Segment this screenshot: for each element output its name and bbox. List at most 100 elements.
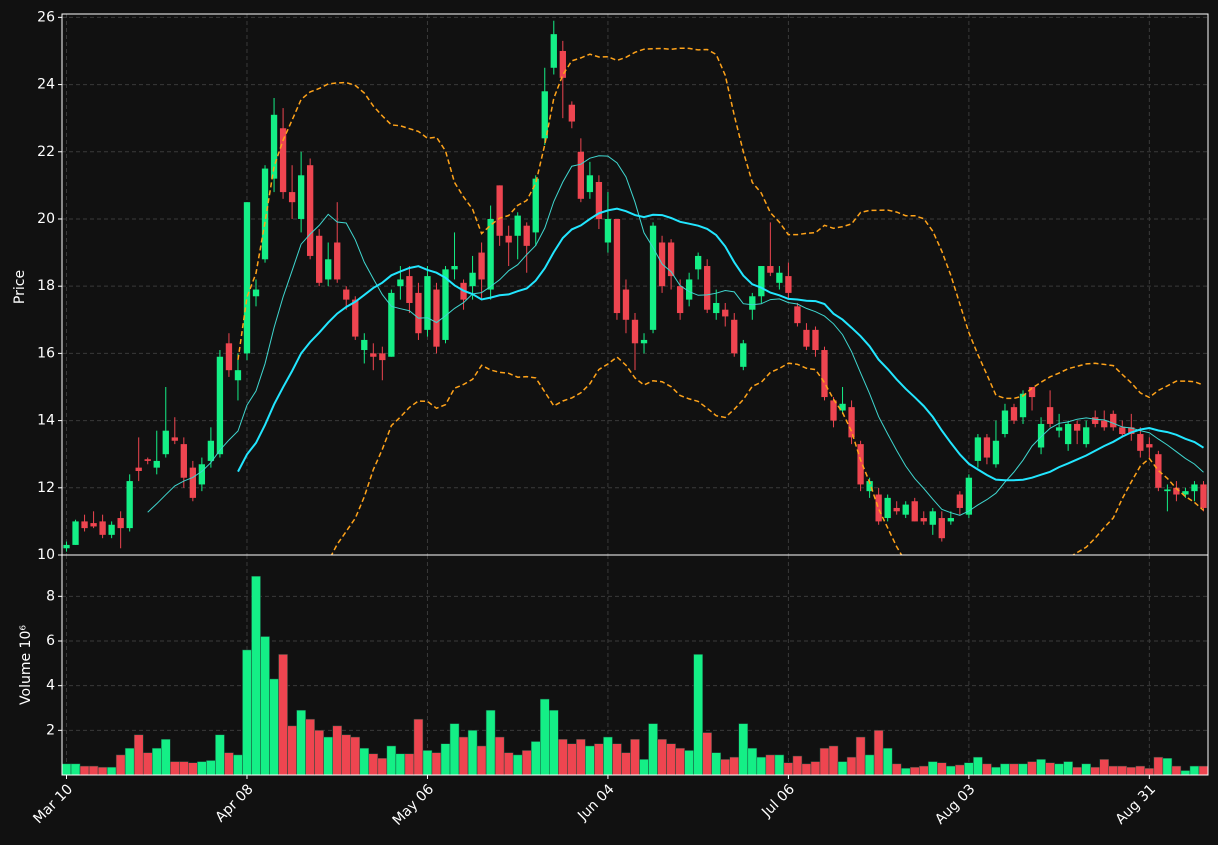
candle-body bbox=[676, 286, 684, 314]
volume-bar bbox=[1180, 770, 1191, 776]
candle-body bbox=[758, 266, 765, 297]
volume-bar bbox=[828, 745, 839, 776]
candle-body bbox=[1073, 423, 1081, 431]
volume-bar bbox=[260, 636, 270, 776]
candle-body bbox=[216, 356, 224, 455]
volume-bar bbox=[585, 745, 595, 776]
volume-bar bbox=[467, 730, 478, 776]
volume-bar bbox=[350, 736, 361, 776]
volume-bar bbox=[810, 761, 821, 776]
candle-body bbox=[794, 306, 801, 324]
candle-body bbox=[343, 289, 350, 300]
volume-bar bbox=[693, 654, 703, 776]
candle-body bbox=[153, 460, 160, 468]
candle-body bbox=[90, 523, 97, 527]
volume-bar bbox=[1126, 766, 1137, 776]
y-tick-label: 4 bbox=[46, 678, 55, 694]
bollinger-upper bbox=[237, 47, 1204, 400]
candle-body bbox=[1137, 434, 1144, 451]
volume-bar bbox=[675, 747, 685, 776]
candle-body bbox=[306, 165, 314, 256]
candle-body bbox=[415, 292, 422, 334]
candle-body bbox=[1028, 386, 1036, 398]
volume-bar bbox=[269, 678, 279, 776]
candle-body bbox=[667, 242, 675, 277]
candle-body bbox=[1083, 427, 1090, 445]
volume-bar bbox=[521, 750, 532, 776]
volume-bar bbox=[179, 761, 189, 776]
volume-bar bbox=[964, 762, 974, 776]
volume-bar bbox=[242, 649, 252, 776]
candle-body bbox=[270, 114, 278, 179]
candle-body bbox=[135, 467, 142, 471]
volume-bar bbox=[982, 763, 992, 776]
volume-bar bbox=[278, 654, 288, 776]
volume-bar bbox=[621, 752, 631, 776]
volume-bar bbox=[756, 756, 767, 776]
volume-bar bbox=[314, 730, 324, 776]
candle-body bbox=[451, 266, 458, 270]
volume-bar bbox=[1135, 765, 1146, 776]
volume-bar bbox=[918, 765, 929, 776]
volume-bar bbox=[1090, 766, 1100, 776]
candle-body bbox=[866, 481, 873, 492]
volume-bar bbox=[928, 761, 938, 776]
candle-body bbox=[252, 289, 260, 297]
candle-body bbox=[144, 459, 151, 461]
volume-bar bbox=[837, 761, 848, 776]
candle-body bbox=[722, 309, 729, 317]
candle-body bbox=[189, 467, 197, 498]
volume-bar bbox=[359, 747, 370, 776]
candle-body bbox=[99, 521, 106, 535]
candle-body bbox=[1019, 393, 1027, 418]
volume-bar bbox=[648, 723, 658, 776]
candle-body bbox=[352, 299, 359, 337]
candle-body bbox=[1101, 420, 1108, 428]
candle-body bbox=[325, 259, 332, 280]
candle-body bbox=[288, 192, 296, 203]
volume-bar bbox=[937, 762, 947, 776]
candle-body bbox=[126, 481, 133, 529]
candle-body bbox=[505, 235, 512, 243]
volume-bar bbox=[476, 745, 487, 776]
volume-bar bbox=[287, 725, 297, 776]
volume-bar bbox=[882, 747, 893, 776]
bollinger-lower bbox=[330, 356, 1204, 555]
candle-body bbox=[604, 218, 612, 243]
candle-body bbox=[911, 501, 918, 522]
candle-body bbox=[812, 329, 819, 351]
candle-body bbox=[541, 91, 548, 139]
candle-body bbox=[1128, 427, 1135, 435]
candle-body bbox=[1010, 407, 1018, 421]
volume-bar bbox=[1072, 766, 1082, 776]
volume-bar bbox=[305, 718, 315, 776]
volume-bar bbox=[630, 739, 640, 776]
volume-bar bbox=[684, 750, 694, 776]
y-tick-label: 20 bbox=[37, 211, 55, 227]
candle-body bbox=[397, 279, 404, 287]
candle-body bbox=[622, 289, 630, 320]
volume-bar bbox=[341, 734, 352, 776]
candle-body bbox=[361, 339, 368, 351]
volume-bar bbox=[332, 725, 342, 776]
volume-bar bbox=[1108, 765, 1119, 776]
volume-bar bbox=[612, 743, 622, 776]
candle-body bbox=[704, 266, 711, 310]
volume-bar bbox=[1081, 763, 1091, 776]
volume-bar bbox=[206, 760, 216, 776]
moving-average bbox=[147, 155, 1204, 516]
volume-bar bbox=[846, 756, 857, 776]
volume-bar bbox=[567, 743, 577, 776]
candle-body bbox=[568, 104, 575, 122]
volume-bar bbox=[1153, 756, 1164, 776]
volume-bar bbox=[215, 734, 225, 776]
volume-bar bbox=[449, 723, 460, 776]
candle-body bbox=[1200, 484, 1207, 508]
y-axis-label: Price bbox=[12, 270, 28, 304]
candle-body bbox=[884, 497, 891, 519]
volume-bar bbox=[440, 743, 451, 776]
candle-body bbox=[478, 252, 485, 280]
candle-body bbox=[992, 440, 1000, 465]
